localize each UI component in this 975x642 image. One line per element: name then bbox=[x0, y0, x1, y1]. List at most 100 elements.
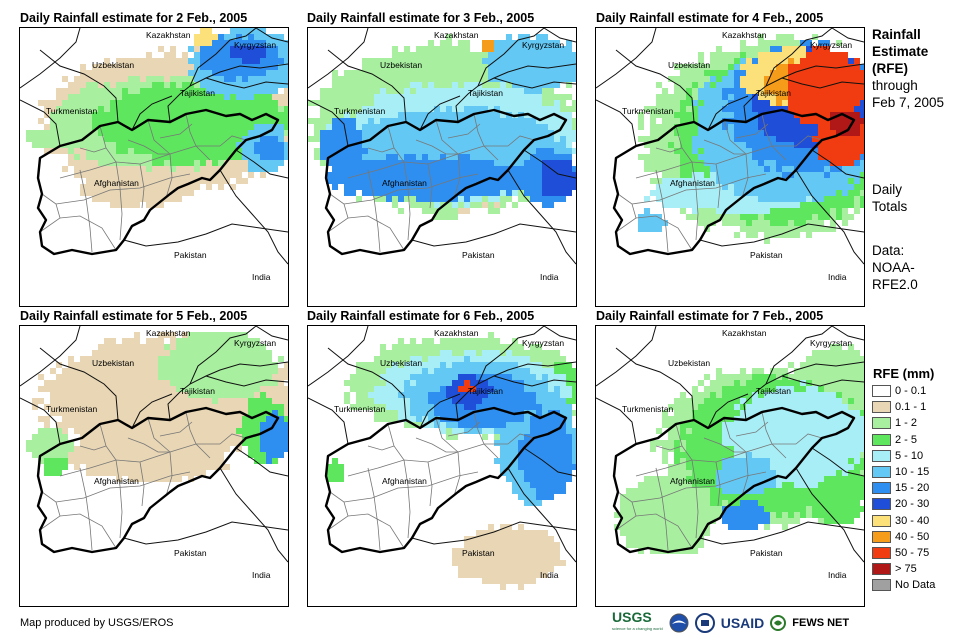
rainfall-cell bbox=[428, 392, 434, 398]
rainfall-cell bbox=[80, 458, 86, 464]
rainfall-cell bbox=[764, 208, 770, 214]
rainfall-cell bbox=[728, 106, 734, 112]
rainfall-cell bbox=[758, 160, 764, 166]
rainfall-cell bbox=[548, 130, 554, 136]
rainfall-cell bbox=[326, 142, 332, 148]
rainfall-cell bbox=[842, 142, 848, 148]
rainfall-cell bbox=[194, 40, 200, 46]
rainfall-cell bbox=[674, 178, 680, 184]
rainfall-cell bbox=[554, 70, 560, 76]
rainfall-cell bbox=[572, 178, 576, 184]
rainfall-cell bbox=[506, 40, 512, 46]
rainfall-cell bbox=[566, 154, 572, 160]
rainfall-cell bbox=[62, 94, 68, 100]
rainfall-cell bbox=[74, 124, 80, 130]
rainfall-cell bbox=[422, 368, 428, 374]
rainfall-cell bbox=[488, 100, 494, 106]
rainfall-cell bbox=[278, 374, 284, 380]
rainfall-cell bbox=[500, 166, 506, 172]
rainfall-cell bbox=[206, 404, 212, 410]
rainfall-cell bbox=[158, 70, 164, 76]
rainfall-cell bbox=[746, 208, 752, 214]
province-boundary bbox=[115, 459, 123, 539]
rainfall-cell bbox=[686, 100, 692, 106]
rainfall-cell bbox=[506, 566, 512, 572]
rainfall-cell bbox=[524, 404, 530, 410]
rainfall-cell bbox=[338, 172, 344, 178]
rainfall-cell bbox=[572, 172, 576, 178]
rainfall-cell bbox=[494, 380, 500, 386]
rainfall-cell bbox=[194, 386, 200, 392]
rainfall-cell bbox=[74, 112, 80, 118]
rainfall-cell bbox=[164, 130, 170, 136]
rainfall-cell bbox=[554, 428, 560, 434]
rainfall-cell bbox=[104, 106, 110, 112]
rainfall-cell bbox=[428, 52, 434, 58]
rainfall-cell bbox=[818, 106, 824, 112]
rainfall-cell bbox=[548, 124, 554, 130]
rainfall-cell bbox=[560, 106, 566, 112]
rainfall-cell bbox=[56, 380, 62, 386]
rainfall-cell bbox=[182, 70, 188, 76]
rainfall-cell bbox=[476, 356, 482, 362]
rainfall-cell bbox=[692, 148, 698, 154]
rainfall-cell bbox=[494, 404, 500, 410]
rainfall-cell bbox=[482, 536, 488, 542]
rainfall-cell bbox=[452, 154, 458, 160]
rainfall-cell bbox=[62, 76, 68, 82]
rainfall-cell bbox=[404, 118, 410, 124]
rainfall-cell bbox=[182, 94, 188, 100]
rainfall-cell bbox=[716, 94, 722, 100]
rainfall-cell bbox=[524, 500, 530, 506]
rainfall-cell bbox=[68, 124, 74, 130]
rainfall-cell bbox=[392, 64, 398, 70]
rainfall-cell bbox=[104, 470, 110, 476]
rainfall-cell bbox=[242, 28, 248, 34]
rainfall-cell bbox=[254, 416, 260, 422]
rainfall-cell bbox=[368, 130, 374, 136]
rainfall-cell bbox=[434, 172, 440, 178]
rainfall-cell bbox=[494, 434, 500, 440]
rainfall-cell bbox=[422, 112, 428, 118]
rainfall-cell bbox=[182, 52, 188, 58]
rainfall-cell bbox=[470, 416, 476, 422]
rainfall-cell bbox=[236, 386, 242, 392]
rainfall-cell bbox=[560, 464, 566, 470]
rainfall-cell bbox=[170, 422, 176, 428]
rainfall-cell bbox=[218, 136, 224, 142]
rainfall-cell bbox=[392, 386, 398, 392]
rainfall-cell bbox=[284, 446, 288, 452]
rainfall-cell bbox=[458, 356, 464, 362]
rainfall-cell bbox=[524, 572, 530, 578]
rainfall-cell bbox=[644, 208, 650, 214]
rainfall-cell bbox=[332, 178, 338, 184]
rainfall-cell bbox=[74, 148, 80, 154]
rainfall-cell bbox=[554, 76, 560, 82]
rainfall-cell bbox=[566, 94, 572, 100]
rainfall-cell bbox=[50, 380, 56, 386]
rainfall-cell bbox=[524, 470, 530, 476]
rainfall-cell bbox=[560, 398, 566, 404]
rainfall-cell bbox=[356, 398, 362, 404]
rainfall-cell bbox=[416, 106, 422, 112]
country-border bbox=[507, 169, 576, 265]
rainfall-cell bbox=[242, 368, 248, 374]
rainfall-cell bbox=[806, 178, 812, 184]
rainfall-cell bbox=[98, 70, 104, 76]
rainfall-cell bbox=[692, 100, 698, 106]
rainfall-cell bbox=[728, 178, 734, 184]
rainfall-cell bbox=[44, 380, 50, 386]
rainfall-cell bbox=[458, 88, 464, 94]
rainfall-cell bbox=[776, 160, 782, 166]
rainfall-cell bbox=[464, 392, 470, 398]
rainfall-cell bbox=[182, 100, 188, 106]
rainfall-cell bbox=[692, 160, 698, 166]
rainfall-cell bbox=[140, 410, 146, 416]
rainfall-cell bbox=[206, 166, 212, 172]
rainfall-cell bbox=[134, 70, 140, 76]
rainfall-cell bbox=[242, 130, 248, 136]
rainfall-cell bbox=[506, 422, 512, 428]
rainfall-cell bbox=[50, 428, 56, 434]
rainfall-cell bbox=[38, 458, 44, 464]
rainfall-cell bbox=[146, 392, 152, 398]
